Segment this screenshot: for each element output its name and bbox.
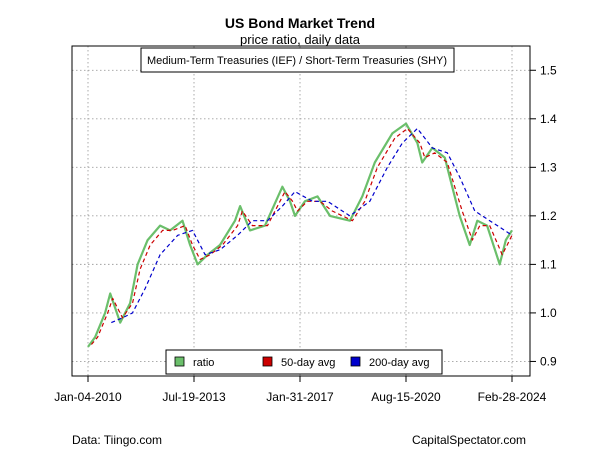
grid [72, 46, 530, 376]
y-tick-label: 1.0 [540, 306, 557, 320]
chart-title: US Bond Market Trend [225, 15, 375, 31]
legend-swatch-ratio [174, 356, 185, 367]
series-group [87, 122, 513, 348]
legend: ratio 50-day avg 200-day avg [165, 349, 443, 375]
ratio-line [87, 122, 513, 348]
x-tick-label: Jul-19-2013 [162, 390, 226, 404]
x-axis: Jan-04-2010 Jul-19-2013 Jan-31-2017 Aug-15-… [54, 376, 547, 404]
two-hundred-day-avg-line [111, 127, 513, 324]
annotation-text: Medium-Term Treasuries (IEF) / Short-Ter… [147, 55, 447, 67]
x-tick-label: Aug-15-2020 [371, 390, 441, 404]
footer-brand: CapitalSpectator.com [412, 433, 526, 447]
y-tick-label: 1.2 [540, 209, 557, 223]
footer-source: Data: Tiingo.com [72, 433, 162, 447]
legend-label-ratio: ratio [193, 357, 214, 369]
plot-frame [71, 45, 531, 377]
y-tick-label: 1.4 [540, 112, 557, 126]
fifty-day-avg-line [90, 127, 513, 345]
x-tick-label: Feb-28-2024 [478, 390, 547, 404]
y-tick-label: 1.3 [540, 160, 557, 174]
legend-box [165, 349, 443, 375]
legend-label-200day: 200-day avg [369, 357, 430, 369]
y-tick-label: 1.5 [540, 63, 557, 77]
x-tick-label: Jan-31-2017 [266, 390, 334, 404]
x-tick-label: Jan-04-2010 [54, 390, 122, 404]
chart-subtitle: price ratio, daily data [240, 32, 361, 47]
annotation-box: Medium-Term Treasuries (IEF) / Short-Ter… [140, 47, 455, 73]
legend-label-50day: 50-day avg [281, 357, 335, 369]
legend-swatch-50day [262, 356, 273, 367]
y-tick-label: 0.9 [540, 354, 557, 368]
y-axis: 0.9 1.0 1.1 1.2 1.3 1.4 1.5 [530, 63, 557, 368]
y-tick-label: 1.1 [540, 257, 557, 271]
legend-swatch-200day [350, 356, 361, 367]
